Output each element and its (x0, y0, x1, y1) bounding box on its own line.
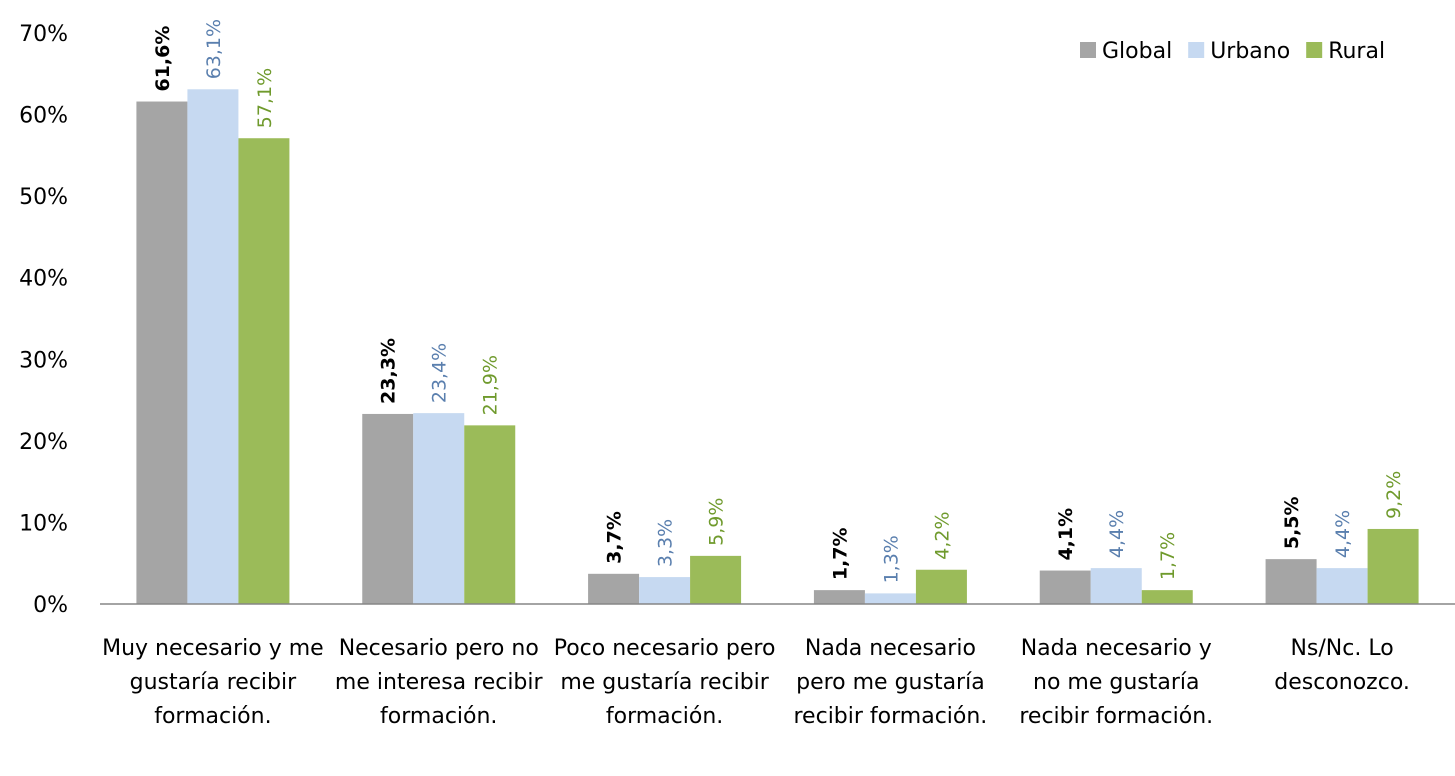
legend-swatch (1306, 42, 1323, 58)
y-tick-label: 70% (19, 22, 68, 47)
bar (362, 413, 414, 604)
value-label: 4,4% (1106, 510, 1128, 558)
value-label: 23,4% (429, 343, 451, 403)
x-tick-label: Poco necesario pero me gustaría recibir … (553, 636, 776, 729)
bar (1090, 568, 1142, 604)
bar (464, 425, 516, 604)
bar (1367, 528, 1419, 604)
value-label: 1,3% (880, 535, 902, 583)
bar (915, 569, 967, 604)
value-label: 4,1% (1055, 508, 1077, 561)
x-tick-label: Necesario pero no me interesa recibir fo… (334, 636, 543, 729)
y-tick-label: 10% (19, 511, 68, 536)
y-tick-label: 0% (33, 593, 68, 618)
bar (1316, 568, 1368, 604)
value-label: 3,7% (604, 511, 626, 564)
value-label: 9,2% (1383, 471, 1405, 519)
value-label: 23,3% (378, 338, 400, 404)
bar (588, 573, 640, 604)
y-tick-label: 40% (19, 267, 68, 292)
bar (813, 590, 865, 604)
x-tick-label: Ns/Nc. Lo desconozco. (1274, 636, 1410, 695)
bar (864, 593, 916, 604)
bar (690, 555, 742, 604)
value-label: 61,6% (152, 26, 174, 92)
value-label: 21,9% (480, 355, 502, 415)
value-label: 5,9% (706, 498, 728, 546)
bar (238, 138, 290, 604)
value-label: 3,3% (655, 519, 677, 567)
legend-label: Urbano (1210, 39, 1290, 64)
bar (136, 101, 188, 605)
value-label: 57,1% (254, 68, 276, 128)
x-tick-label: Nada necesario pero me gustaría recibir … (793, 636, 988, 729)
value-label: 63,1% (203, 19, 225, 79)
value-label: 5,5% (1281, 496, 1303, 549)
x-tick-label: Muy necesario y me gustaría recibir form… (102, 636, 324, 729)
bar (413, 413, 465, 604)
value-label: 4,2% (931, 511, 953, 559)
value-label: 1,7% (1157, 532, 1179, 580)
y-tick-label: 30% (19, 348, 68, 373)
bar (1039, 570, 1091, 604)
legend-swatch (1188, 42, 1205, 58)
bar (1265, 559, 1317, 604)
bar (187, 89, 239, 604)
bar (1141, 590, 1193, 604)
value-label: 1,7% (829, 527, 851, 580)
y-tick-label: 50% (19, 185, 68, 210)
legend-label: Global (1102, 39, 1172, 64)
bar (639, 577, 691, 604)
value-label: 4,4% (1332, 510, 1354, 558)
x-tick-label: Nada necesario y no me gustaría recibir … (1019, 636, 1214, 729)
legend-label: Rural (1328, 39, 1385, 64)
y-tick-label: 60% (19, 104, 68, 129)
y-tick-label: 20% (19, 430, 68, 455)
legend-swatch (1080, 42, 1096, 58)
